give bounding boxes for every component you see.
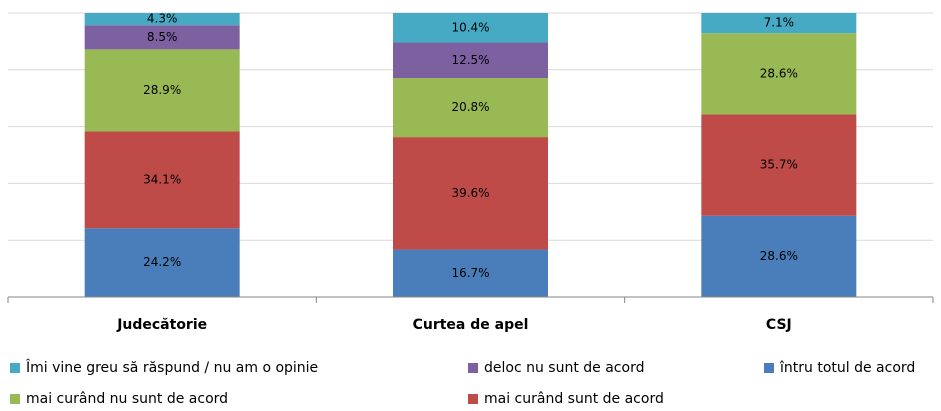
- value-label: 4.3%: [147, 12, 178, 26]
- bar-segment: [701, 215, 857, 297]
- bar-segment: [393, 42, 548, 79]
- legend-swatch: [468, 363, 478, 373]
- legend-swatch: [468, 394, 478, 404]
- bar-segment: [701, 114, 857, 216]
- legend-label: deloc nu sunt de acord: [484, 360, 644, 376]
- value-label: 20.8%: [451, 100, 489, 114]
- bar-segment: [84, 131, 240, 229]
- bar-segment: [393, 137, 548, 250]
- bar-segment: [84, 49, 240, 132]
- bar-segment: [84, 13, 240, 26]
- legend-label: Îmi vine greu să răspund / nu am o opini…: [25, 358, 318, 376]
- value-label: 28.6%: [760, 249, 798, 263]
- value-label: 24.2%: [143, 255, 181, 269]
- bar-segment: [84, 25, 240, 50]
- legend-swatch: [764, 363, 774, 373]
- bar-segment: [701, 13, 857, 34]
- legend-label: întru totul de acord: [779, 360, 915, 376]
- value-label: 35.7%: [760, 158, 798, 172]
- legend-label: mai curând nu sunt de acord: [26, 391, 228, 407]
- legend-swatch: [10, 394, 20, 404]
- value-label: 12.5%: [451, 53, 489, 67]
- bar-segment: [393, 249, 548, 297]
- bar-segment: [393, 13, 548, 43]
- value-label: 16.7%: [451, 266, 489, 280]
- value-label: 28.6%: [760, 66, 798, 80]
- legend-swatch: [10, 363, 20, 373]
- x-tick-label: CSJ: [766, 317, 792, 333]
- bar-segment: [84, 228, 240, 297]
- value-label: 28.9%: [143, 83, 181, 97]
- legend-label: mai curând sunt de acord: [484, 391, 664, 407]
- bar-segment: [393, 78, 548, 138]
- x-tick-label: Judecătorie: [116, 317, 207, 333]
- value-label: 10.4%: [451, 20, 489, 34]
- value-label: 34.1%: [143, 172, 181, 186]
- bar-segment: [701, 33, 857, 115]
- value-label: 39.6%: [451, 186, 489, 200]
- value-label: 8.5%: [147, 30, 178, 44]
- value-label: 7.1%: [764, 16, 795, 30]
- x-tick-label: Curtea de apel: [413, 317, 529, 333]
